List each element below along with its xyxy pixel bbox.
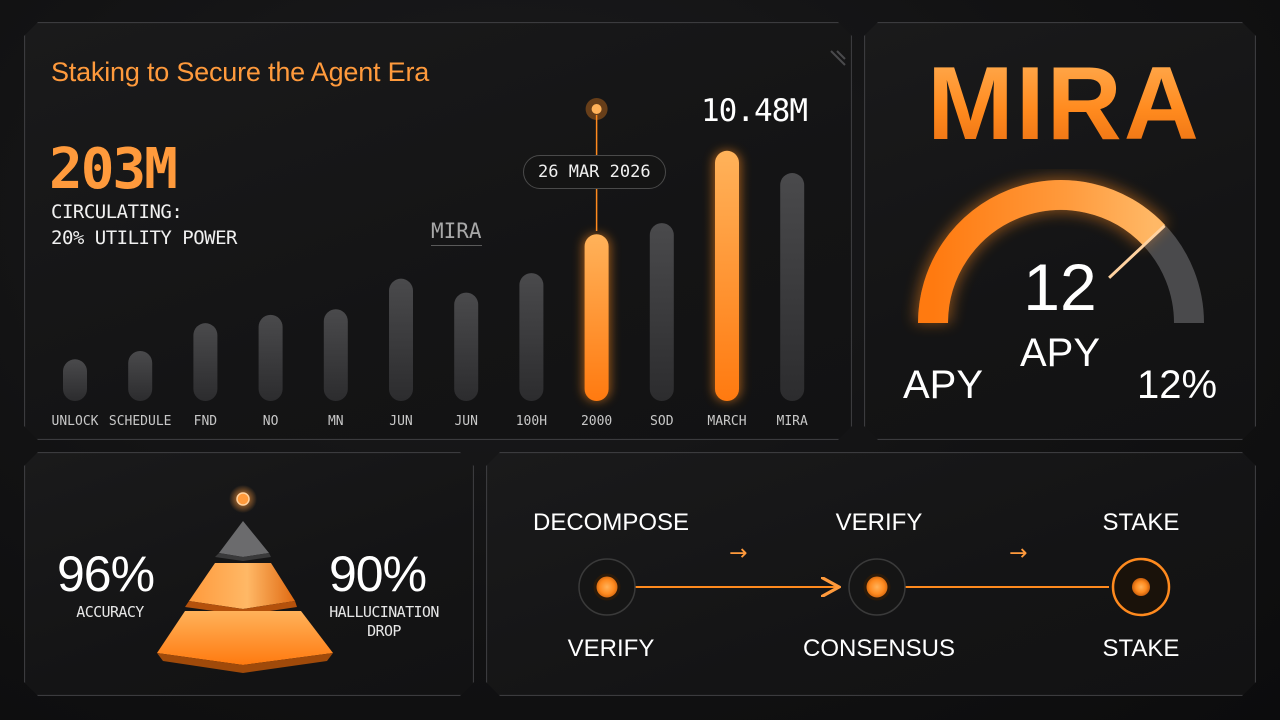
bar-7[interactable]: [519, 273, 543, 401]
x-tick-label: UNLOCK: [52, 414, 99, 429]
bar-9[interactable]: [650, 223, 674, 401]
caption-line-2: 20% UTILITY POWER: [51, 227, 237, 249]
bar-0[interactable]: [63, 359, 87, 401]
accuracy-value: 96%: [57, 546, 155, 602]
marker-dot: [592, 104, 602, 114]
flow-arrow-icon-2: →: [1009, 541, 1028, 566]
step-node-decompose[interactable]: [579, 559, 635, 615]
x-tick-label: MARCH: [707, 414, 746, 429]
accuracy-label: ACCURACY: [76, 603, 144, 621]
hallucination-label-line-2: DROP: [367, 622, 401, 640]
x-tick-label: MIRA: [777, 414, 808, 429]
mira-logo: MIRA: [899, 45, 1229, 164]
x-tick-label: JUN: [454, 414, 477, 429]
gauge-right-label: 12%: [1137, 363, 1218, 407]
hallucination-drop-value: 90%: [329, 546, 427, 602]
bar-4[interactable]: [324, 309, 348, 401]
token-chart-panel: UNLOCK SCHEDULE FND NO MN JUN JUN 100H 2000 SOD MA…: [24, 22, 852, 440]
bar-6[interactable]: [454, 293, 478, 401]
x-tick-label: JUN: [389, 414, 412, 429]
step-1-title: DECOMPOSE: [532, 509, 690, 536]
x-tick-label: MN: [328, 414, 344, 429]
flow-arrow-icon-1: →: [729, 541, 748, 566]
bar-5[interactable]: [389, 279, 413, 401]
bar-2[interactable]: [193, 323, 217, 401]
apy-gauge-panel: MIRA 12 APY APY 12%: [864, 22, 1256, 440]
hallucination-drop-label: HALLUCINATION DROP: [315, 603, 453, 641]
bar-10[interactable]: [715, 151, 739, 401]
series-label: MIRA: [431, 219, 482, 246]
gauge-left-label: APY: [903, 363, 984, 407]
bar-8[interactable]: [585, 234, 609, 401]
caption-line-1: CIRCULATING:: [51, 201, 183, 223]
bar-chart: UNLOCK SCHEDULE FND NO MN JUN JUN 100H 2000 SOD MA…: [25, 23, 853, 441]
peak-value-label: 10.48M: [701, 93, 807, 129]
step-node-stake[interactable]: [1113, 559, 1169, 615]
step-3-title: STAKE: [1102, 509, 1180, 536]
bar-11[interactable]: [780, 173, 804, 401]
x-tick-label: SCHEDULE: [109, 414, 172, 429]
gauge-unit: APY: [1019, 331, 1101, 375]
gauge-needle: [1109, 226, 1164, 278]
bar-1[interactable]: [128, 351, 152, 401]
step-2-title: VERIFY: [835, 509, 923, 536]
step-node-verify[interactable]: [849, 559, 905, 615]
x-tick-label: 100H: [516, 414, 547, 429]
date-tooltip[interactable]: 26 MAR 2026: [523, 155, 666, 189]
pyramid-tier-bottom: [157, 611, 333, 665]
accuracy-panel: 96% ACCURACY 90% HALLUCINATION DROP: [24, 452, 474, 696]
flow-diagram: [487, 453, 1257, 697]
x-tick-label: 2000: [581, 414, 612, 429]
circulating-supply-caption: CIRCULATING: 20% UTILITY POWER: [51, 199, 237, 251]
step-1-subtitle: VERIFY: [567, 635, 655, 662]
chart-title: Staking to Secure the Agent Era: [51, 57, 430, 87]
gauge-fill: [933, 195, 1154, 323]
apy-gauge: [865, 23, 1257, 441]
step-3-subtitle: STAKE: [1102, 635, 1180, 662]
circulating-supply-value: 203M: [49, 137, 176, 202]
x-tick-label: SOD: [650, 414, 674, 429]
gauge-value: 12: [1023, 250, 1097, 324]
hallucination-label-line-1: HALLUCINATION: [329, 603, 439, 621]
pyramid-icon: [25, 453, 475, 697]
pyramid-tier-top: [219, 521, 269, 557]
process-flow-panel: DECOMPOSE VERIFY VERIFY CONSENSUS STAKE …: [486, 452, 1256, 696]
step-2-subtitle: CONSENSUS: [802, 635, 956, 662]
x-tick-label: FND: [194, 414, 218, 429]
bar-3[interactable]: [259, 315, 283, 401]
pyramid-tier-middle: [189, 563, 295, 609]
corner-decoration: [831, 51, 845, 65]
x-tick-label: NO: [263, 414, 279, 429]
